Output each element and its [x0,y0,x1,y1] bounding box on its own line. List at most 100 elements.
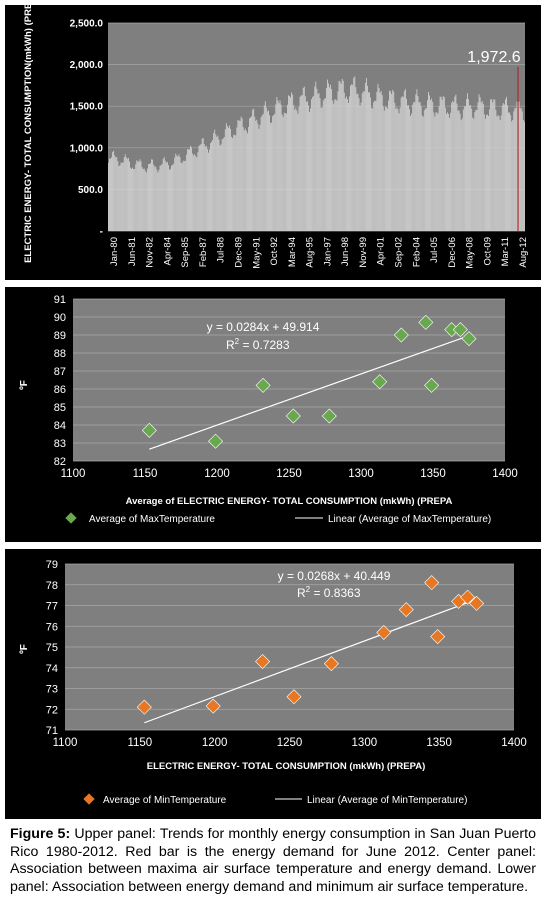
bar [342,80,344,232]
bar [482,103,484,231]
bar [178,154,180,231]
bar [302,87,304,232]
bar [486,115,487,231]
bar [217,135,219,231]
bar [512,119,514,231]
bar [270,123,271,231]
bar [516,101,518,232]
bar [109,158,110,231]
bar [476,110,478,231]
y-tick-label: 73 [46,684,58,696]
bar [244,128,246,231]
data-point [205,698,221,714]
bar [314,86,316,231]
bar [268,110,269,231]
bar [245,130,247,231]
data-point [321,408,337,424]
data-point [444,322,460,338]
bar [146,168,148,231]
bar [489,109,490,231]
bar [310,108,311,231]
bar [418,102,420,231]
x-axis-label: Average of ELECTRIC ENERGY- TOTAL CONSUM… [126,496,453,507]
bar [193,155,195,231]
bar [161,163,163,231]
bar [158,169,160,231]
bar [168,165,169,231]
bar [124,154,126,231]
y-tick-label: 86 [54,384,66,396]
bar [502,103,504,231]
bar [487,114,488,231]
bar [139,159,141,231]
bar [410,115,412,231]
bar [279,100,281,231]
bar [172,165,174,231]
bar [448,113,449,231]
bar [250,117,251,231]
bar [189,149,190,231]
bar [255,120,257,231]
bar [328,83,329,231]
bar [320,107,322,231]
bar [155,166,157,231]
data-point [372,374,388,390]
bar [477,102,479,231]
bar [180,162,182,231]
bar [424,108,426,231]
bar [205,145,207,231]
bar [142,169,144,231]
bar [173,163,175,231]
bar [179,157,181,231]
x-tick-label: Feb-04 [411,237,422,267]
bar [261,115,263,231]
bar [394,102,396,231]
bar [116,157,118,231]
bar [264,101,266,231]
bar [399,107,401,231]
bar [488,115,489,231]
x-tick-label: Dec-06 [447,237,458,268]
bar [296,110,298,231]
bar [479,97,481,231]
bar [396,107,398,231]
bar [522,119,524,231]
bar [364,82,366,231]
bar [203,144,205,231]
bar [494,99,496,231]
bar [498,116,500,231]
bar [318,93,320,231]
bar [238,120,240,231]
legend-marker [65,512,77,524]
bar [215,134,217,231]
bar [439,96,441,232]
bar [381,95,383,231]
bar [386,107,387,231]
bar [506,96,507,232]
bar [231,136,232,231]
bar [281,114,283,231]
bar [211,141,212,231]
bar [170,168,171,231]
bar [438,106,440,231]
data-point [469,595,485,611]
bar [247,133,248,231]
bar [440,96,442,231]
bar [184,160,186,231]
bar [391,93,393,232]
bar [321,107,323,231]
bar [307,101,308,232]
bar [453,102,455,232]
bar [132,167,134,231]
bar [117,161,119,231]
bar [501,105,503,231]
bar [444,107,446,231]
bar [308,105,309,231]
bar [144,170,146,231]
bar [461,118,463,231]
bar [392,89,394,231]
bar [515,108,517,231]
data-point [461,331,477,347]
bar [145,172,147,231]
data-point [141,422,157,438]
